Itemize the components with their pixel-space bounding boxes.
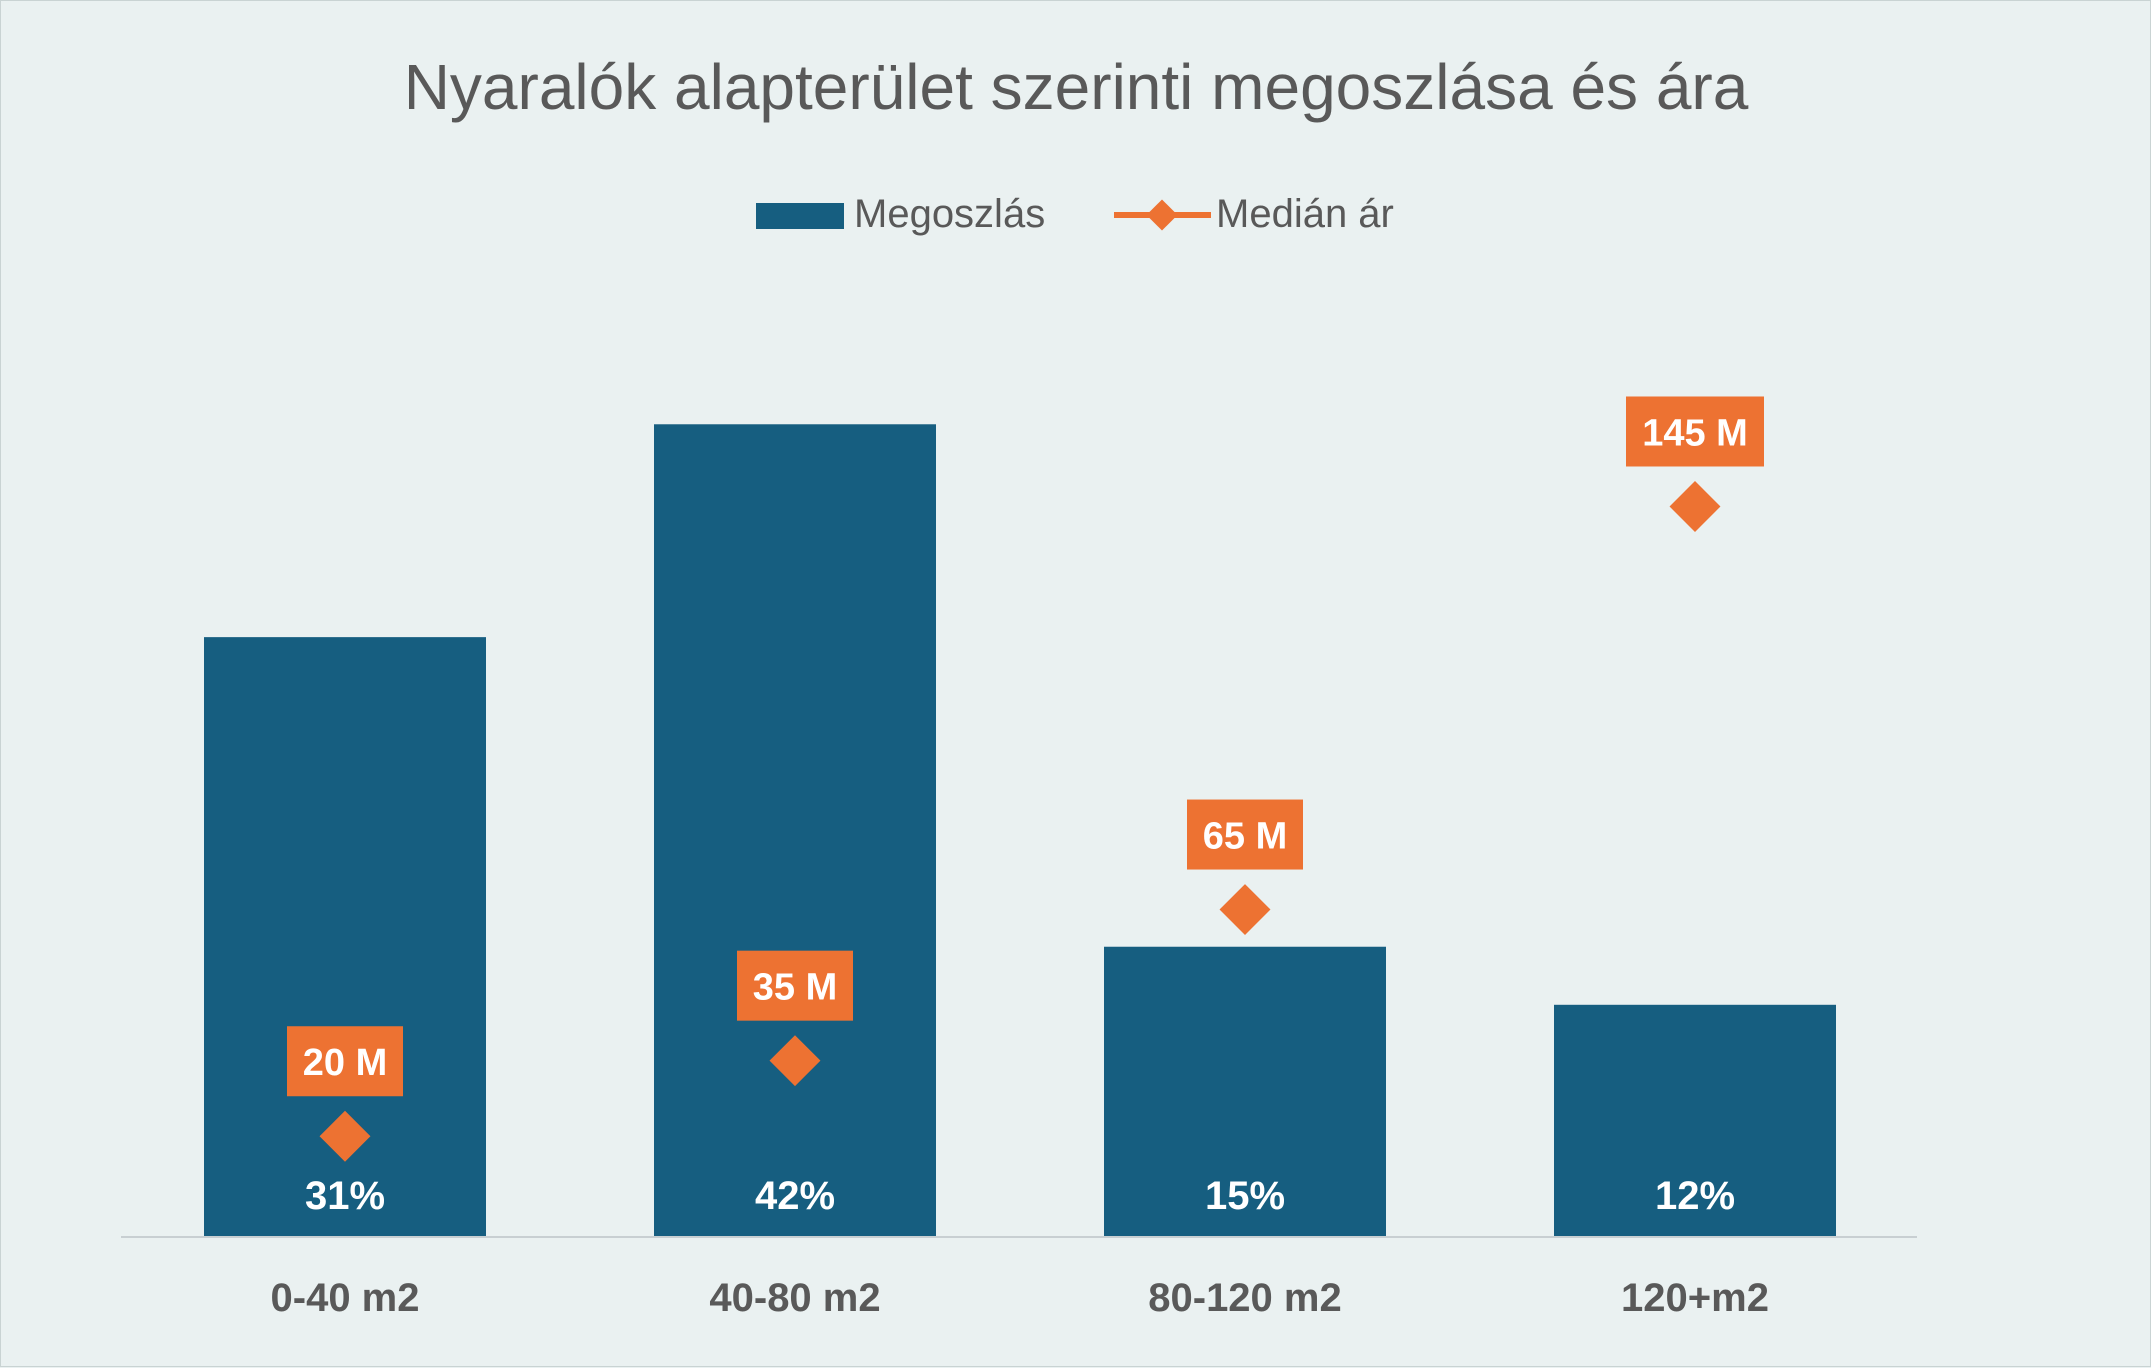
bar-3 <box>1554 1004 1836 1237</box>
price-marker-2 <box>1219 884 1271 935</box>
price-label-box-2 <box>1187 799 1303 870</box>
legend: Megoszlás Medián ár <box>756 192 1394 236</box>
price-label-box-0 <box>287 1026 403 1097</box>
price-marker-1 <box>769 1035 821 1087</box>
bar-labels: 31% 42% 15% 12% <box>305 1174 1735 1218</box>
price-label-box-3 <box>1626 396 1764 467</box>
x-tick-label-0: 0-40 m2 <box>271 1276 420 1320</box>
price-label-1: 35 M <box>753 967 837 1009</box>
x-tick-label-3: 120+m2 <box>1621 1276 1769 1320</box>
bar-label-2: 15% <box>1205 1174 1285 1218</box>
x-axis-ticks: 0-40 m2 40-80 m2 80-120 m2 120+m2 <box>271 1276 1769 1320</box>
bar-label-3: 12% <box>1655 1174 1735 1218</box>
bar-1 <box>654 424 936 1237</box>
legend-label-median: Medián ár <box>1216 192 1394 236</box>
bar-2 <box>1104 946 1386 1237</box>
legend-label-megoszlas: Megoszlás <box>854 192 1045 236</box>
bar-series <box>204 424 1836 1237</box>
bar-label-0: 31% <box>305 1174 385 1218</box>
price-marker-0 <box>319 1110 371 1162</box>
legend-marker-median <box>1146 199 1178 231</box>
legend-swatch-megoszlas <box>756 203 844 229</box>
marker-labels: 20 M 35 M 65 M 145 M <box>287 396 1764 1097</box>
price-label-box-1 <box>737 950 853 1021</box>
price-label-3: 145 M <box>1642 412 1748 454</box>
marker-series <box>319 481 1721 1162</box>
price-label-0: 20 M <box>303 1042 387 1084</box>
chart-title: Nyaralók alapterület szerinti megoszlása… <box>404 51 1749 123</box>
bar-label-1: 42% <box>755 1174 835 1218</box>
price-marker-3 <box>1669 481 1721 532</box>
price-label-2: 65 M <box>1203 816 1287 858</box>
x-tick-label-1: 40-80 m2 <box>709 1276 880 1320</box>
x-tick-label-2: 80-120 m2 <box>1148 1276 1341 1320</box>
